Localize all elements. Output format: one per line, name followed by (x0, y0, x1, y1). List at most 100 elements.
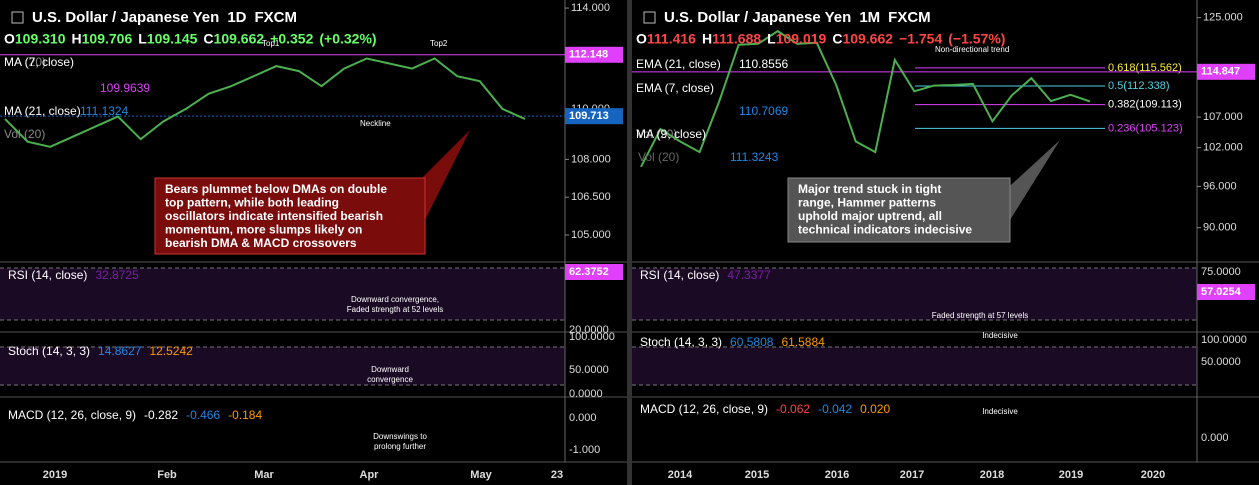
pane-value: 14.8627 (98, 344, 142, 358)
y-tick-label: 96.000 (1203, 180, 1237, 192)
indicator-label: MA (7, close) (4, 55, 74, 69)
pane-value: -0.282 (144, 408, 178, 422)
pane-value: 60.5808 (730, 335, 774, 349)
x-tick-label: 2014 (668, 469, 693, 481)
x-tick-label: 2016 (825, 469, 849, 481)
pane-value: -0.042 (818, 402, 852, 416)
ohlc-text: 111.416 (647, 31, 696, 47)
callout-text: bearish DMA & MACD crossovers (165, 236, 357, 250)
header-text: U.S. Dollar / Japanese Yen (664, 9, 851, 26)
x-tick-label: 2020 (1141, 469, 1165, 481)
ohlc-text: O (636, 31, 647, 47)
header-text: U.S. Dollar / Japanese Yen (32, 9, 219, 26)
callout-box (154, 177, 426, 255)
pane-value: 47.3377 (727, 268, 771, 282)
menu-icon (643, 11, 656, 24)
stoch-band (632, 347, 1197, 385)
x-tick-label: 2019 (43, 469, 67, 481)
pane-note: Faded strength at 57 levels (932, 311, 1029, 320)
indicator-label: Vol (20) (638, 150, 679, 164)
pane-value: -0.184 (228, 408, 262, 422)
pane-axis-label: 100.0000 (569, 331, 615, 343)
header-text: 1M (859, 9, 880, 26)
x-tick-label: Mar (254, 469, 274, 481)
indicator-label: MA (21, close) (4, 104, 81, 118)
pane-note: Downward (371, 365, 409, 374)
callout-text: technical indicators indecisive (798, 223, 972, 237)
y-tick-label: 108.000 (571, 153, 611, 165)
ohlc-text: (+0.32%) (319, 31, 376, 47)
rsi-band (632, 268, 1197, 320)
fib-label: 0.5(112.338) (1108, 80, 1170, 92)
price-tag-label: 109.713 (569, 110, 609, 122)
pane-note: Indecisive (982, 407, 1018, 416)
pane-axis-label: 20.0000 (569, 324, 609, 336)
pane-name: RSI (14, close) (640, 268, 719, 282)
ohlc-text: H (72, 31, 82, 47)
ohlc-text: (−1.57%) (948, 31, 1005, 47)
pane-name: RSI (14, close) (8, 268, 87, 282)
price-tag-label: 114.847 (1201, 66, 1240, 78)
pane-value: -0.062 (776, 402, 810, 416)
pane-note: Indecisive (982, 331, 1018, 340)
pane-axis-label: 0.0000 (569, 388, 603, 400)
y-tick-label: 105.000 (571, 229, 611, 241)
ohlc-text: 109.662 (842, 31, 893, 47)
ohlc-text: 109.706 (82, 31, 133, 47)
x-tick-label: Apr (360, 469, 380, 481)
pane-axis-label: 62.3752 (569, 266, 609, 278)
indicator-label: Vol (20) (4, 127, 45, 141)
menu-icon (11, 11, 24, 24)
pane-tag (1197, 284, 1255, 300)
pane-note: Faded strength at 52 levels (347, 305, 444, 314)
indicator-label: 109.9639 (100, 81, 150, 95)
x-tick-label: 2015 (745, 469, 769, 481)
indicator-label: MA (9, close) (636, 127, 706, 141)
pane-value: 61.5884 (781, 335, 825, 349)
ohlc-text: 109.310 (15, 31, 66, 47)
pane-axis-label: 50.0000 (569, 364, 609, 376)
fib-label: 0.236(105.123) (1108, 122, 1183, 134)
ohlc-text: H (702, 31, 712, 47)
header-text: FXCM (888, 9, 931, 26)
indicator-label: EMA (21, close) (636, 57, 721, 71)
price-line (4, 57, 526, 148)
y-tick-label: 125.000 (1203, 12, 1243, 24)
callout-text: range, Hammer patterns (798, 196, 936, 210)
ohlc-text: O (4, 31, 15, 47)
callout-text: uphold major uptrend, all (798, 209, 942, 223)
pane-name: Stoch (14, 3, 3) (640, 335, 722, 349)
annotation: Neckline (360, 119, 391, 128)
pane-axis-label: 50.0000 (1201, 356, 1241, 368)
indicator-label: 111.1324 (80, 104, 129, 118)
callout-box (787, 177, 1011, 243)
pane-value: 12.5242 (149, 344, 193, 358)
fib-label: 0.618(115.562) (1108, 62, 1182, 74)
pane-value: 32.8725 (95, 268, 139, 282)
callout-text: top pattern, while both leading (165, 196, 339, 210)
pane-note: Downswings to (373, 432, 427, 441)
pane-name: Stoch (14, 3, 3) (8, 344, 90, 358)
pane-axis-label: 0.000 (1201, 432, 1229, 444)
header-text: FXCM (255, 9, 298, 26)
y-tick-label: 90.000 (1203, 222, 1237, 234)
pane-value: -0.466 (186, 408, 220, 422)
indicator-label: MA (20) (4, 55, 46, 69)
y-tick-label: 114.000 (571, 2, 610, 14)
indicator-label: 110.8556 (739, 57, 788, 71)
ohlc-text: 109.662 (214, 31, 265, 47)
pane-axis-label: 100.0000 (1201, 334, 1247, 346)
x-tick-label: May (470, 469, 492, 481)
y-tick-label: 106.500 (571, 191, 611, 203)
stoch-band (0, 347, 565, 385)
price-tag (565, 108, 623, 125)
pane-name: MACD (12, 26, close, 9) (640, 402, 768, 416)
ohlc-text: L (138, 31, 147, 47)
x-tick-label: Feb (157, 469, 177, 481)
ohlc-text: 109.145 (147, 31, 198, 47)
pane-note: prolong further (374, 442, 426, 451)
pane-note: Downward convergence, (351, 295, 439, 304)
pane-tag (565, 264, 623, 280)
pane-axis-label: 75.0000 (1201, 266, 1241, 278)
